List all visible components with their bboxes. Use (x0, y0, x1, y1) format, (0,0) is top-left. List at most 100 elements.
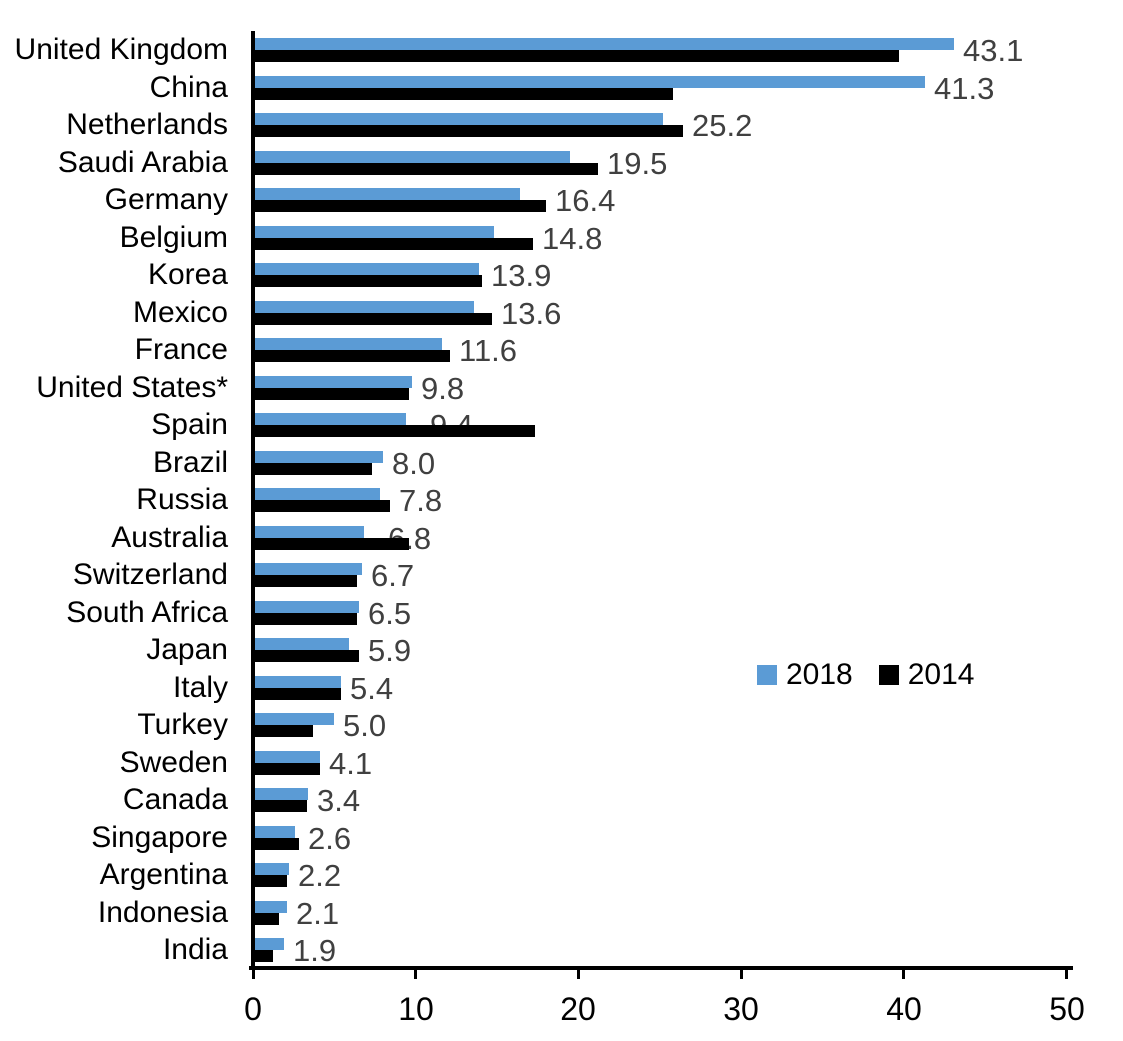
legend-label-2014: 2014 (907, 658, 975, 691)
category-label: Turkey (137, 708, 228, 741)
bar-2018 (253, 375, 413, 388)
category-label: Singapore (91, 820, 228, 854)
x-axis-tick-label: 20 (560, 991, 596, 1027)
legend-item-2014: 2014 (878, 658, 975, 691)
category-label: Canada (122, 783, 228, 816)
value-label: 9.8 (421, 370, 465, 406)
bar-2018 (253, 188, 520, 200)
bar-2018 (253, 563, 362, 575)
bar-2014 (253, 50, 899, 62)
bar-2014 (253, 950, 273, 962)
value-label: 6.5 (368, 595, 412, 631)
value-label: 6.7 (371, 558, 415, 593)
y-axis-line (251, 31, 255, 970)
value-label: 11.6 (459, 333, 518, 368)
bar-2014 (253, 537, 410, 550)
bar-2018 (253, 713, 335, 725)
category-label: Mexico (132, 295, 228, 329)
bar-2018 (253, 413, 406, 425)
category-label: United States* (36, 370, 228, 404)
x-axis-tick (1065, 970, 1068, 979)
value-label: 16.4 (555, 183, 616, 218)
bar-2018 (253, 750, 320, 763)
value-label: 5.0 (343, 708, 387, 743)
bar-2018 (253, 825, 296, 838)
value-label: 2.2 (298, 858, 342, 893)
bar-2014 (253, 875, 288, 887)
bar-2018 (253, 450, 384, 463)
value-label: 4.1 (329, 745, 373, 781)
bar-2018 (253, 863, 289, 875)
bar-2018 (253, 263, 480, 275)
legend-label-2018: 2018 (786, 658, 853, 691)
bar-2018 (253, 525, 364, 538)
category-label: France (134, 333, 228, 366)
value-label: 19.5 (607, 145, 668, 181)
bar-2018 (253, 488, 380, 500)
category-label: China (149, 70, 228, 104)
value-label: 5.4 (350, 670, 394, 706)
category-label: Brazil (152, 445, 228, 479)
category-label: Korea (147, 258, 228, 291)
category-label: India (162, 933, 228, 966)
x-axis-tick (740, 970, 743, 979)
bar-2014 (253, 162, 598, 175)
bar-2014 (253, 837, 299, 850)
bar-2018 (253, 75, 925, 88)
x-axis-tick (902, 970, 905, 979)
category-label: Russia (136, 483, 228, 516)
x-axis-line (249, 966, 1073, 970)
bar-2018 (253, 225, 494, 238)
category-label: Japan (146, 633, 228, 666)
value-label: 43.1 (963, 33, 1024, 68)
bar-2014 (253, 650, 359, 662)
value-label: 2.1 (296, 895, 340, 931)
category-label: South Africa (66, 595, 228, 629)
category-label: Sweden (119, 745, 228, 779)
value-label: 3.4 (317, 783, 361, 818)
bar-2014 (253, 237, 533, 250)
bar-2014 (253, 762, 320, 775)
legend-swatch-2014 (878, 665, 899, 685)
bar-2014 (253, 462, 372, 475)
bar-2018 (253, 638, 349, 650)
category-label: Netherlands (66, 108, 228, 141)
bar-2014 (253, 500, 390, 512)
category-label: Saudi Arabia (57, 145, 228, 179)
legend: 2018 2014 (757, 660, 975, 690)
bar-2018 (253, 900, 288, 913)
value-label: 8.0 (392, 445, 436, 481)
bar-2018 (253, 38, 955, 50)
value-label: 7.8 (399, 483, 443, 518)
x-axis-tick-label: 50 (1049, 991, 1085, 1027)
x-axis-tick-label: 0 (244, 991, 262, 1027)
value-label: 14.8 (542, 220, 603, 256)
bar-2014 (253, 275, 483, 287)
bar-2018 (253, 113, 663, 125)
bar-2014 (253, 87, 673, 100)
value-label: 13.9 (491, 258, 552, 293)
x-axis-tick (252, 970, 255, 979)
value-label: 25.2 (692, 108, 753, 143)
category-label: Belgium (119, 220, 228, 254)
value-label: 41.3 (934, 70, 995, 106)
bar-2018 (253, 150, 571, 163)
bar-2014 (253, 800, 307, 812)
bar-2018 (253, 675, 341, 688)
bar-2018 (253, 788, 309, 800)
bar-2014 (253, 687, 341, 700)
bar-2014 (253, 425, 535, 437)
legend-swatch-2018 (757, 665, 777, 685)
bar-2014 (253, 575, 358, 587)
bar-2014 (253, 200, 546, 212)
category-label: United Kingdom (14, 33, 228, 66)
x-axis-tick-label: 30 (723, 991, 759, 1027)
bar-2014 (253, 312, 493, 325)
category-label: Argentina (99, 858, 228, 891)
legend-item-2018: 2018 (757, 660, 853, 690)
bar-2018 (253, 600, 359, 613)
category-label: Indonesia (97, 895, 228, 929)
x-axis-tick (577, 970, 580, 979)
x-axis-tick-label: 40 (886, 991, 922, 1027)
